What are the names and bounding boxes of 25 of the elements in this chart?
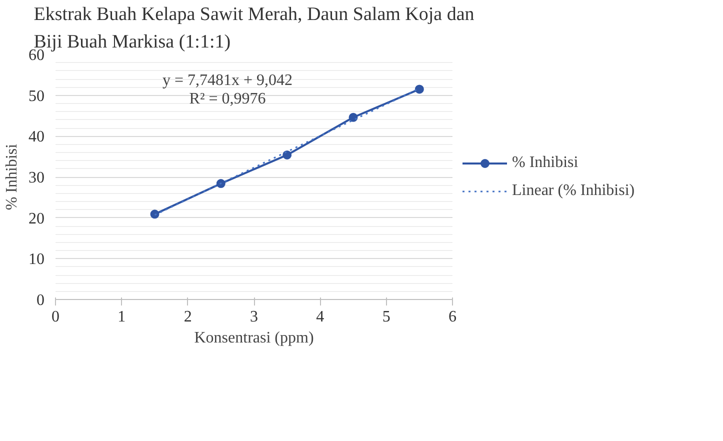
y-tick-label: 0 bbox=[36, 292, 44, 309]
x-tick-label: 2 bbox=[184, 308, 192, 326]
x-tick-label: 3 bbox=[250, 308, 258, 326]
point bbox=[216, 179, 226, 188]
y-tick-label: 10 bbox=[28, 251, 44, 268]
y-tick-label: 50 bbox=[28, 88, 44, 105]
point bbox=[348, 112, 358, 122]
y-tick-label: 20 bbox=[28, 210, 44, 228]
y-tick-label: 30 bbox=[28, 170, 44, 186]
point bbox=[150, 210, 160, 219]
annotation: y = 7,7481x + 9,042 bbox=[162, 72, 293, 90]
y-axis-title: % Inhibisi bbox=[4, 143, 20, 210]
x-tick-label: 0 bbox=[52, 308, 60, 326]
x-tick-label: 4 bbox=[316, 308, 324, 326]
y-tick-label: 60 bbox=[28, 47, 44, 64]
x-tick-label: 1 bbox=[118, 308, 126, 326]
point bbox=[282, 150, 292, 160]
point bbox=[414, 84, 424, 94]
x-tick-label: 6 bbox=[448, 308, 456, 326]
y-tick-label: 40 bbox=[28, 128, 44, 146]
legend-label: Linear (% Inhibisi) bbox=[512, 182, 635, 200]
annotation: R² = 0,9976 bbox=[189, 90, 266, 108]
x-axis-title: Konsentrasi (ppm) bbox=[194, 330, 314, 346]
legend-label: % Inhibisi bbox=[512, 154, 578, 172]
x-tick-label: 5 bbox=[382, 308, 390, 326]
